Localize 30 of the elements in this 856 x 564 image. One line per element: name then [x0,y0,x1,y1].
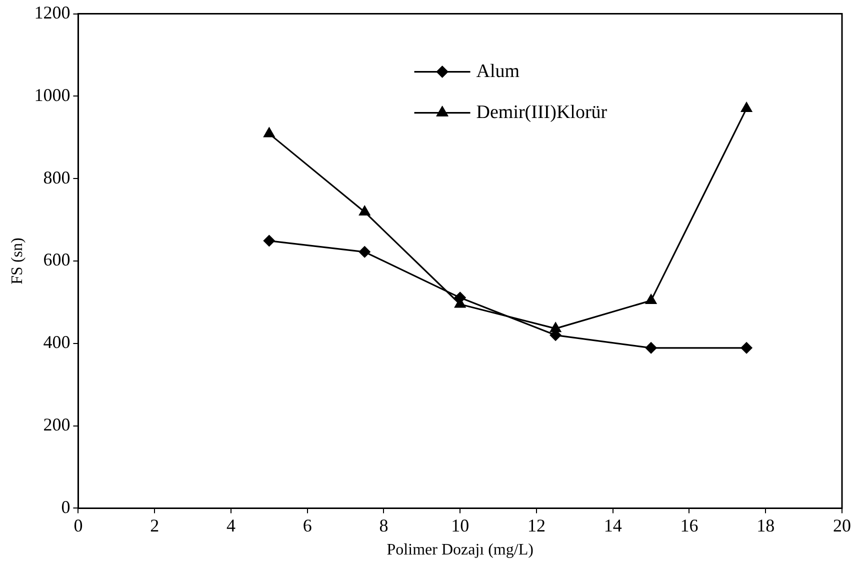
point [740,342,753,354]
x-tick-label: 6 [302,516,312,536]
x-axis-title: Polimer Dozajı (mg/L) [386,542,534,559]
x-tick-label: 18 [756,516,775,536]
y-tick-label: 1000 [34,84,70,105]
y-tick-label: 400 [43,332,70,352]
legend-label: Demir(III)Klorür [476,102,608,123]
point [740,102,753,112]
point [358,246,371,258]
legend-label: Alum [476,60,520,82]
y-tick-label: 200 [43,414,70,435]
x-tick-label: 8 [379,516,388,536]
x-tick-label: 16 [680,516,698,536]
y-tick-label: 0 [61,496,70,517]
point [358,204,371,216]
x-tick-label: 4 [226,516,236,536]
point [645,342,658,354]
y-axis-title: FS (sn) [8,238,26,284]
x-tick-label: 2 [150,516,160,536]
y-tick-label: 600 [43,250,70,270]
x-tick-label: 10 [451,516,470,536]
x-tick-label: 20 [833,516,851,536]
point [263,126,276,138]
point [263,234,276,247]
point [644,294,658,304]
y-tick-label: 800 [43,167,70,188]
x-tick-label: 0 [74,516,83,536]
x-tick-label: 14 [604,516,622,536]
x-tick-label: 12 [527,516,546,536]
y-tick-label: 1200 [34,2,70,23]
